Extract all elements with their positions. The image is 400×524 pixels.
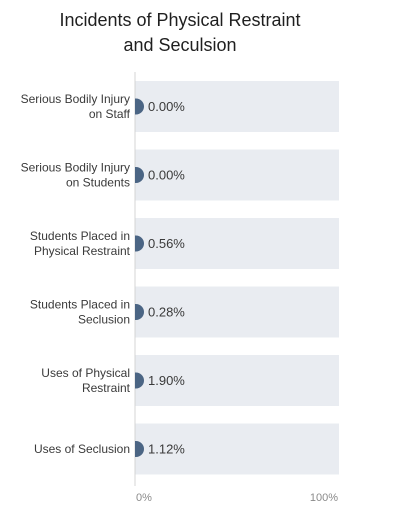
bar[interactable] bbox=[135, 167, 144, 183]
x-tick-label: 100% bbox=[310, 492, 338, 504]
bar[interactable] bbox=[135, 235, 144, 252]
value-label: 0.56% bbox=[148, 236, 185, 251]
chart-title-line-1: Incidents of Physical Restraint bbox=[59, 10, 301, 30]
bar-track bbox=[135, 355, 339, 406]
bar-track bbox=[135, 423, 339, 475]
value-label: 0.28% bbox=[148, 305, 185, 320]
category-label: Uses of Physical Restraint bbox=[41, 366, 130, 395]
chart-title-line-2: and Seculsion bbox=[123, 35, 237, 55]
x-tick-label: 0% bbox=[136, 492, 152, 504]
bar[interactable] bbox=[135, 304, 144, 320]
value-label: 0.00% bbox=[148, 99, 185, 114]
bar-track bbox=[135, 81, 339, 132]
chart-title: Incidents of Physical Restraint and Secu… bbox=[0, 8, 360, 58]
value-label: 0.00% bbox=[148, 168, 185, 183]
category-label: Serious Bodily Injury on Staff bbox=[21, 92, 131, 121]
category-label: Students Placed in Physical Restraint bbox=[30, 229, 131, 258]
bar-track bbox=[135, 286, 339, 338]
category-label: Uses of Seclusion bbox=[34, 442, 130, 456]
bar[interactable] bbox=[135, 98, 144, 115]
bar[interactable] bbox=[135, 372, 144, 389]
value-label: 1.90% bbox=[148, 373, 185, 388]
bar-track bbox=[135, 218, 339, 269]
category-label: Students Placed in Seclusion bbox=[30, 298, 130, 327]
bar-track bbox=[135, 149, 339, 201]
value-label: 1.12% bbox=[148, 442, 185, 457]
category-label: Serious Bodily Injury on Students bbox=[21, 161, 130, 190]
bar[interactable] bbox=[135, 441, 144, 457]
